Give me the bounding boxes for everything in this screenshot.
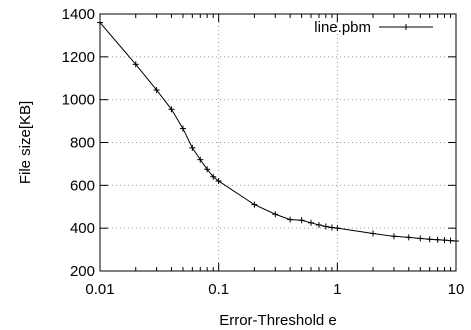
y-tick-label: 400 (70, 220, 95, 237)
y-tick-label: 800 (70, 135, 95, 152)
data-point (405, 234, 412, 241)
grid-lines (100, 14, 456, 271)
x-tick-label: 0.1 (208, 281, 229, 298)
data-point (417, 235, 424, 242)
data-point (390, 233, 397, 240)
data-point (298, 217, 305, 224)
data-point (447, 237, 454, 244)
series-layer (97, 19, 459, 245)
data-point (153, 87, 160, 94)
data-point (453, 238, 459, 245)
data-point (97, 19, 103, 26)
data-point (168, 106, 175, 113)
y-axis-label: File size[KB] (17, 101, 34, 184)
data-point (204, 166, 211, 173)
data-point (179, 125, 186, 132)
data-point (287, 216, 294, 223)
y-tick-label: 200 (70, 263, 95, 280)
data-point (426, 236, 433, 243)
data-point (308, 219, 315, 226)
data-point (370, 230, 377, 237)
data-point (132, 61, 139, 68)
legend-marker (403, 24, 409, 30)
data-point (441, 237, 448, 244)
data-point (322, 223, 329, 230)
data-point (210, 173, 217, 180)
legend: line.pbm (314, 19, 433, 36)
data-point (215, 178, 222, 185)
data-point (315, 221, 322, 228)
data-point (328, 224, 335, 231)
x-tick-label: 1 (333, 281, 341, 298)
data-point (434, 236, 441, 243)
data-point (251, 201, 258, 208)
series-line (99, 22, 457, 242)
y-tick-label: 1400 (62, 6, 95, 23)
data-point (334, 225, 341, 232)
data-point (189, 144, 196, 151)
axis-ticks: 200 400 600 800 1000 1200 1400 0.01 0.1 1 10 (62, 6, 465, 298)
data-point (272, 211, 279, 218)
x-tick-label: 0.01 (85, 281, 114, 298)
data-point (403, 24, 409, 30)
legend-label: line.pbm (314, 19, 371, 36)
y-tick-label: 600 (70, 177, 95, 194)
y-tick-label: 1000 (62, 92, 95, 109)
plot-frame (99, 13, 457, 272)
x-tick-label: 10 (448, 281, 465, 298)
data-point (197, 156, 204, 163)
y-tick-label: 1200 (62, 49, 95, 66)
x-axis-label: Error-Threshold e (219, 312, 337, 329)
